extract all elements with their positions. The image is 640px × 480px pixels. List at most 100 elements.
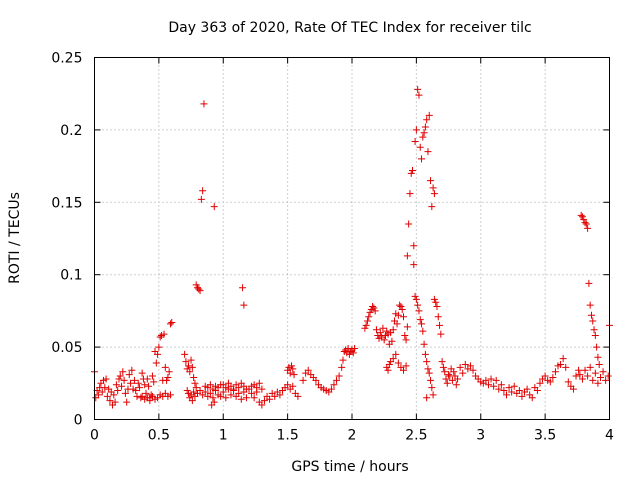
data-point [138, 392, 146, 400]
data-point [235, 384, 243, 392]
data-point [123, 398, 131, 406]
data-point [515, 387, 523, 395]
data-point [584, 224, 592, 232]
data-point [581, 366, 589, 374]
data-point [432, 298, 440, 306]
data-point [492, 376, 500, 384]
data-point [388, 337, 396, 345]
data-point [237, 395, 245, 403]
data-point [197, 195, 205, 203]
data-point [258, 401, 266, 409]
data-point [410, 261, 418, 269]
data-point [595, 360, 603, 368]
data-point [423, 394, 431, 402]
data-point [119, 368, 127, 376]
data-point [420, 340, 428, 348]
data-point [589, 376, 597, 384]
data-point [112, 381, 120, 389]
data-point [370, 304, 378, 312]
data-point [114, 387, 122, 395]
data-point [366, 308, 374, 316]
y-tick-label: 0 [74, 413, 83, 429]
data-point [121, 389, 129, 397]
data-point [210, 398, 218, 406]
data-point [166, 391, 174, 399]
data-point [200, 100, 208, 108]
data-point [439, 363, 447, 371]
data-point [389, 355, 397, 363]
data-point [392, 350, 400, 358]
data-point [290, 371, 298, 379]
data-point [338, 363, 346, 371]
data-point [115, 375, 123, 383]
data-point [411, 137, 419, 145]
data-point [487, 375, 495, 383]
data-point [260, 397, 268, 405]
data-point [564, 378, 572, 386]
data-point [118, 382, 126, 390]
data-point [497, 381, 505, 389]
data-point [384, 366, 392, 374]
data-point [161, 363, 169, 371]
data-point [528, 394, 536, 402]
data-point [434, 313, 442, 321]
x-axis-label: GPS time / hours [291, 459, 408, 475]
data-point [163, 376, 171, 384]
grid-lines [94, 57, 610, 420]
data-point [430, 295, 438, 303]
data-point [438, 358, 446, 366]
data-point [443, 379, 451, 387]
data-point [456, 363, 464, 371]
data-point [424, 148, 432, 156]
data-point [572, 372, 580, 380]
data-point [541, 372, 549, 380]
data-point [184, 362, 192, 370]
data-point [299, 376, 307, 384]
data-point [415, 91, 423, 99]
data-point [441, 368, 449, 376]
data-point [452, 381, 460, 389]
data-point [209, 394, 217, 402]
data-point [206, 389, 214, 397]
data-point [578, 375, 586, 383]
data-point [196, 387, 204, 395]
data-point [585, 279, 593, 287]
data-point [383, 327, 391, 335]
data-point [403, 323, 411, 331]
data-point [327, 385, 335, 393]
data-point [575, 366, 583, 374]
data-point [394, 311, 402, 319]
y-tick-label: 0.25 [51, 51, 82, 67]
data-point [418, 155, 426, 163]
data-point [181, 350, 189, 358]
data-point [559, 355, 567, 363]
data-point [155, 343, 163, 351]
data-point [250, 394, 258, 402]
data-point [379, 324, 387, 332]
data-point [518, 392, 526, 400]
data-point [436, 321, 444, 329]
data-point [425, 111, 433, 119]
data-point [242, 385, 250, 393]
data-point [304, 366, 312, 374]
data-point [217, 392, 225, 400]
data-point [147, 391, 155, 399]
data-point [187, 356, 195, 364]
data-point [495, 385, 503, 393]
data-point [429, 184, 437, 192]
data-point [419, 327, 427, 335]
y-tick-labels: 0 0.05 0.1 0.15 0.2 0.25 [51, 51, 82, 429]
data-point [577, 211, 585, 219]
data-point [508, 388, 516, 396]
data-point [599, 368, 607, 376]
data-point [110, 391, 118, 399]
data-point [128, 366, 136, 374]
data-point [405, 220, 413, 228]
data-point [127, 379, 135, 387]
data-point [141, 381, 149, 389]
data-point [402, 362, 410, 370]
data-point [199, 187, 207, 195]
data-point [137, 394, 145, 402]
data-point [369, 303, 377, 311]
y-tick-label: 0.15 [51, 195, 82, 211]
